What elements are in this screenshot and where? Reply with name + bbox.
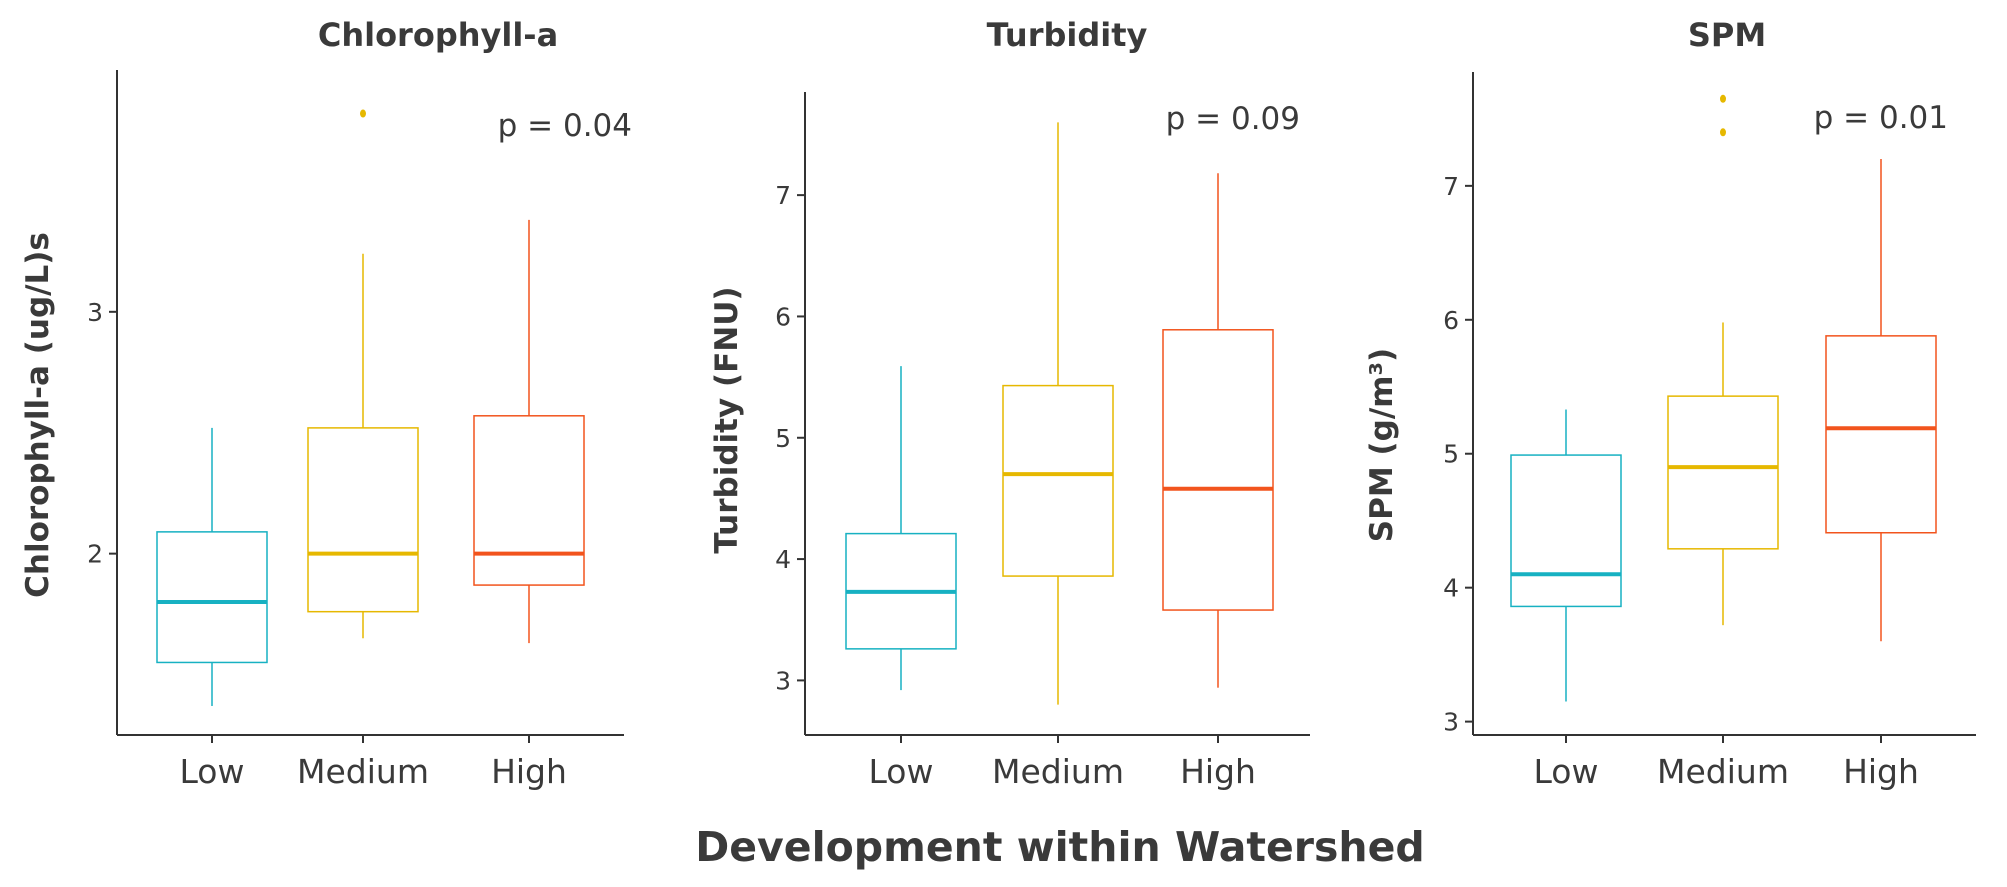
outlier-point	[1720, 128, 1726, 137]
y-tick-label: 7	[775, 181, 791, 210]
y-tick-label: 3	[1443, 708, 1459, 737]
x-ticks: Low Medium High	[1534, 735, 1919, 791]
x-tick-label: Medium	[992, 752, 1124, 791]
panel-chlorophyll: Chlorophyll-a Chlorophyll-a (ug/L)s p = …	[20, 16, 632, 791]
boxes-group	[845, 122, 1274, 705]
x-tick-label: Low	[1534, 752, 1599, 791]
box-high	[1162, 173, 1274, 688]
box-medium	[307, 109, 419, 639]
x-ticks: Low Medium High	[869, 735, 1256, 791]
boxes-group	[1510, 94, 1937, 702]
y-tick-label: 5	[775, 424, 791, 453]
y-tick-label: 3	[87, 298, 103, 327]
x-tick-label: High	[1180, 752, 1256, 791]
box-low	[845, 366, 957, 691]
panel-title: Chlorophyll-a	[318, 16, 558, 54]
x-tick-label: Medium	[297, 752, 429, 791]
box-low	[156, 427, 268, 706]
box-iqr	[1510, 454, 1622, 608]
box-medium	[1002, 122, 1114, 705]
panel-spm: SPM SPM (g/m³) p = 0.01 3 4 5 6 7 Low Medium H…	[1364, 16, 1976, 791]
box-iqr	[307, 427, 419, 613]
box-medium	[1667, 94, 1779, 626]
box-low	[1510, 409, 1622, 702]
outlier-point	[360, 109, 366, 118]
panel-turbidity: Turbidity Turbidity (FNU) p = 0.09 3 4 5 6 7…	[709, 16, 1310, 791]
y-tick-label: 7	[1443, 172, 1459, 201]
box-iqr	[1667, 395, 1779, 550]
y-ticks: 23	[87, 298, 117, 569]
y-tick-label: 3	[775, 666, 791, 695]
panel-title: Turbidity	[987, 16, 1148, 54]
box-iqr	[156, 531, 268, 664]
box-high	[473, 219, 585, 644]
x-tick-label: Low	[869, 752, 934, 791]
box-iqr	[1825, 335, 1937, 534]
p-value-annotation: p = 0.01	[1814, 100, 1948, 136]
x-tick-label: Low	[180, 752, 245, 791]
box-iqr	[1162, 329, 1274, 611]
box-iqr	[473, 415, 585, 586]
y-tick-label: 4	[775, 545, 791, 574]
y-tick-label: 5	[1443, 440, 1459, 469]
p-value-annotation: p = 0.04	[498, 108, 632, 144]
panel-title: SPM	[1688, 16, 1766, 54]
shared-x-axis-label: Development within Watershed	[695, 823, 1425, 871]
y-ticks: 3 4 5 6 7	[1443, 172, 1473, 737]
outlier-point	[1720, 94, 1726, 103]
box-iqr	[1002, 384, 1114, 577]
y-tick-label: 2	[87, 540, 103, 569]
x-tick-label: Medium	[1657, 752, 1789, 791]
boxes-group	[156, 109, 585, 706]
box-high	[1825, 159, 1937, 642]
p-value-annotation: p = 0.09	[1166, 101, 1300, 137]
y-tick-label: 6	[1443, 306, 1459, 335]
y-tick-label: 4	[1443, 574, 1459, 603]
x-tick-label: High	[1843, 752, 1919, 791]
x-ticks: Low Medium High	[180, 735, 567, 791]
x-tick-label: High	[491, 752, 567, 791]
y-ticks: 3 4 5 6 7	[775, 181, 805, 695]
y-axis-label: Chlorophyll-a (ug/L)s	[20, 232, 56, 598]
y-axis-label: Turbidity (FNU)	[709, 286, 745, 553]
y-axis-label: SPM (g/m³)	[1364, 348, 1400, 542]
y-tick-label: 6	[775, 302, 791, 331]
